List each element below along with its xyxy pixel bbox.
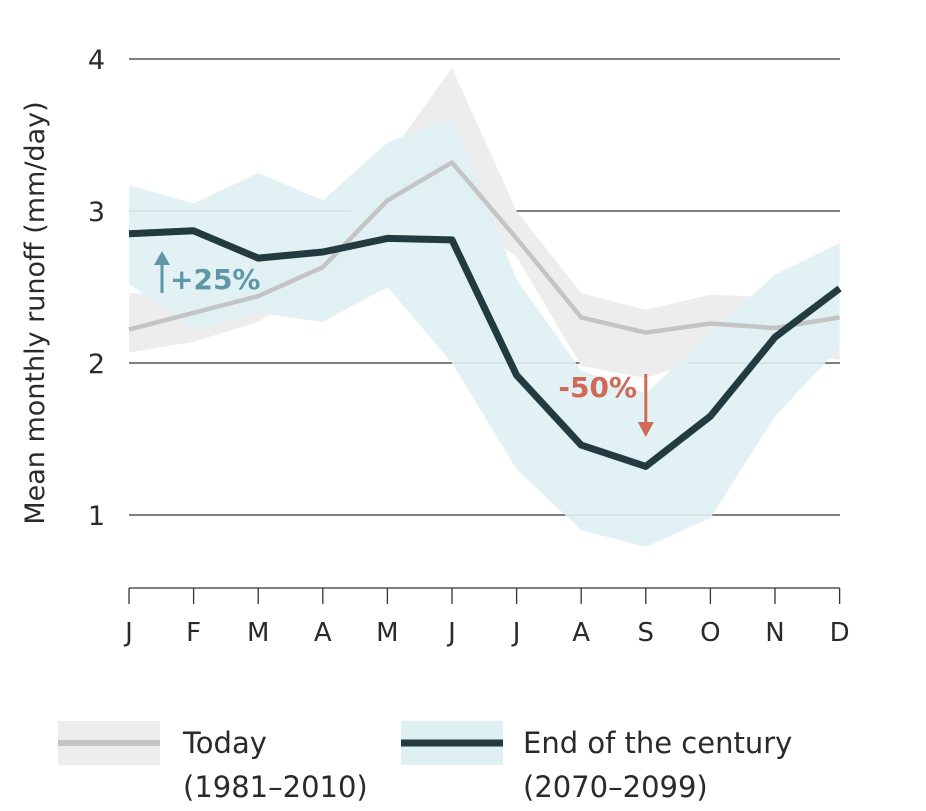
- band-1: [129, 116, 840, 547]
- y-tick-label: 4: [88, 45, 105, 76]
- y-axis-ticks: 1 2 3 4: [88, 45, 105, 532]
- legend-item-1: End of the century (2070–2099): [401, 721, 792, 804]
- series-lines: [128, 160, 842, 470]
- series-line-1: [128, 227, 842, 470]
- x-tick-label: A: [314, 618, 332, 648]
- annotation-label: +25%: [170, 263, 260, 296]
- x-tick-label: M: [376, 618, 398, 648]
- y-tick-label: 1: [88, 501, 105, 532]
- annotation-label: -50%: [558, 371, 637, 404]
- y-tick-label: 3: [88, 197, 105, 228]
- series-line-0: [128, 160, 840, 335]
- x-tick-label: O: [700, 618, 720, 648]
- x-tick-label: J: [123, 618, 133, 648]
- x-tick-label: D: [830, 618, 850, 648]
- legend-period: (1981–2010): [183, 770, 368, 804]
- x-tick-label: S: [638, 618, 655, 648]
- y-axis-label: Mean monthly runoff (mm/day): [20, 101, 51, 524]
- x-tick-label: F: [186, 618, 201, 648]
- x-tick-label: J: [446, 618, 456, 648]
- x-tick-label: J: [511, 618, 521, 648]
- legend-label: Today: [182, 726, 267, 760]
- legend-label: End of the century: [523, 726, 792, 760]
- x-tick-label: N: [765, 618, 784, 648]
- legend: Today (1981–2010) End of the century (2070–…: [58, 721, 792, 804]
- uncertainty-bands: [129, 68, 840, 547]
- legend-period: (2070–2099): [523, 770, 708, 804]
- annotation-decrease: -50%: [558, 371, 654, 437]
- x-tick-label: M: [247, 618, 269, 648]
- legend-item-0: Today (1981–2010): [58, 721, 368, 804]
- annotation-increase: +25%: [154, 251, 260, 296]
- annotations: +25% -50%: [154, 251, 654, 437]
- y-tick-label: 2: [88, 349, 105, 380]
- x-tick-label: A: [572, 618, 590, 648]
